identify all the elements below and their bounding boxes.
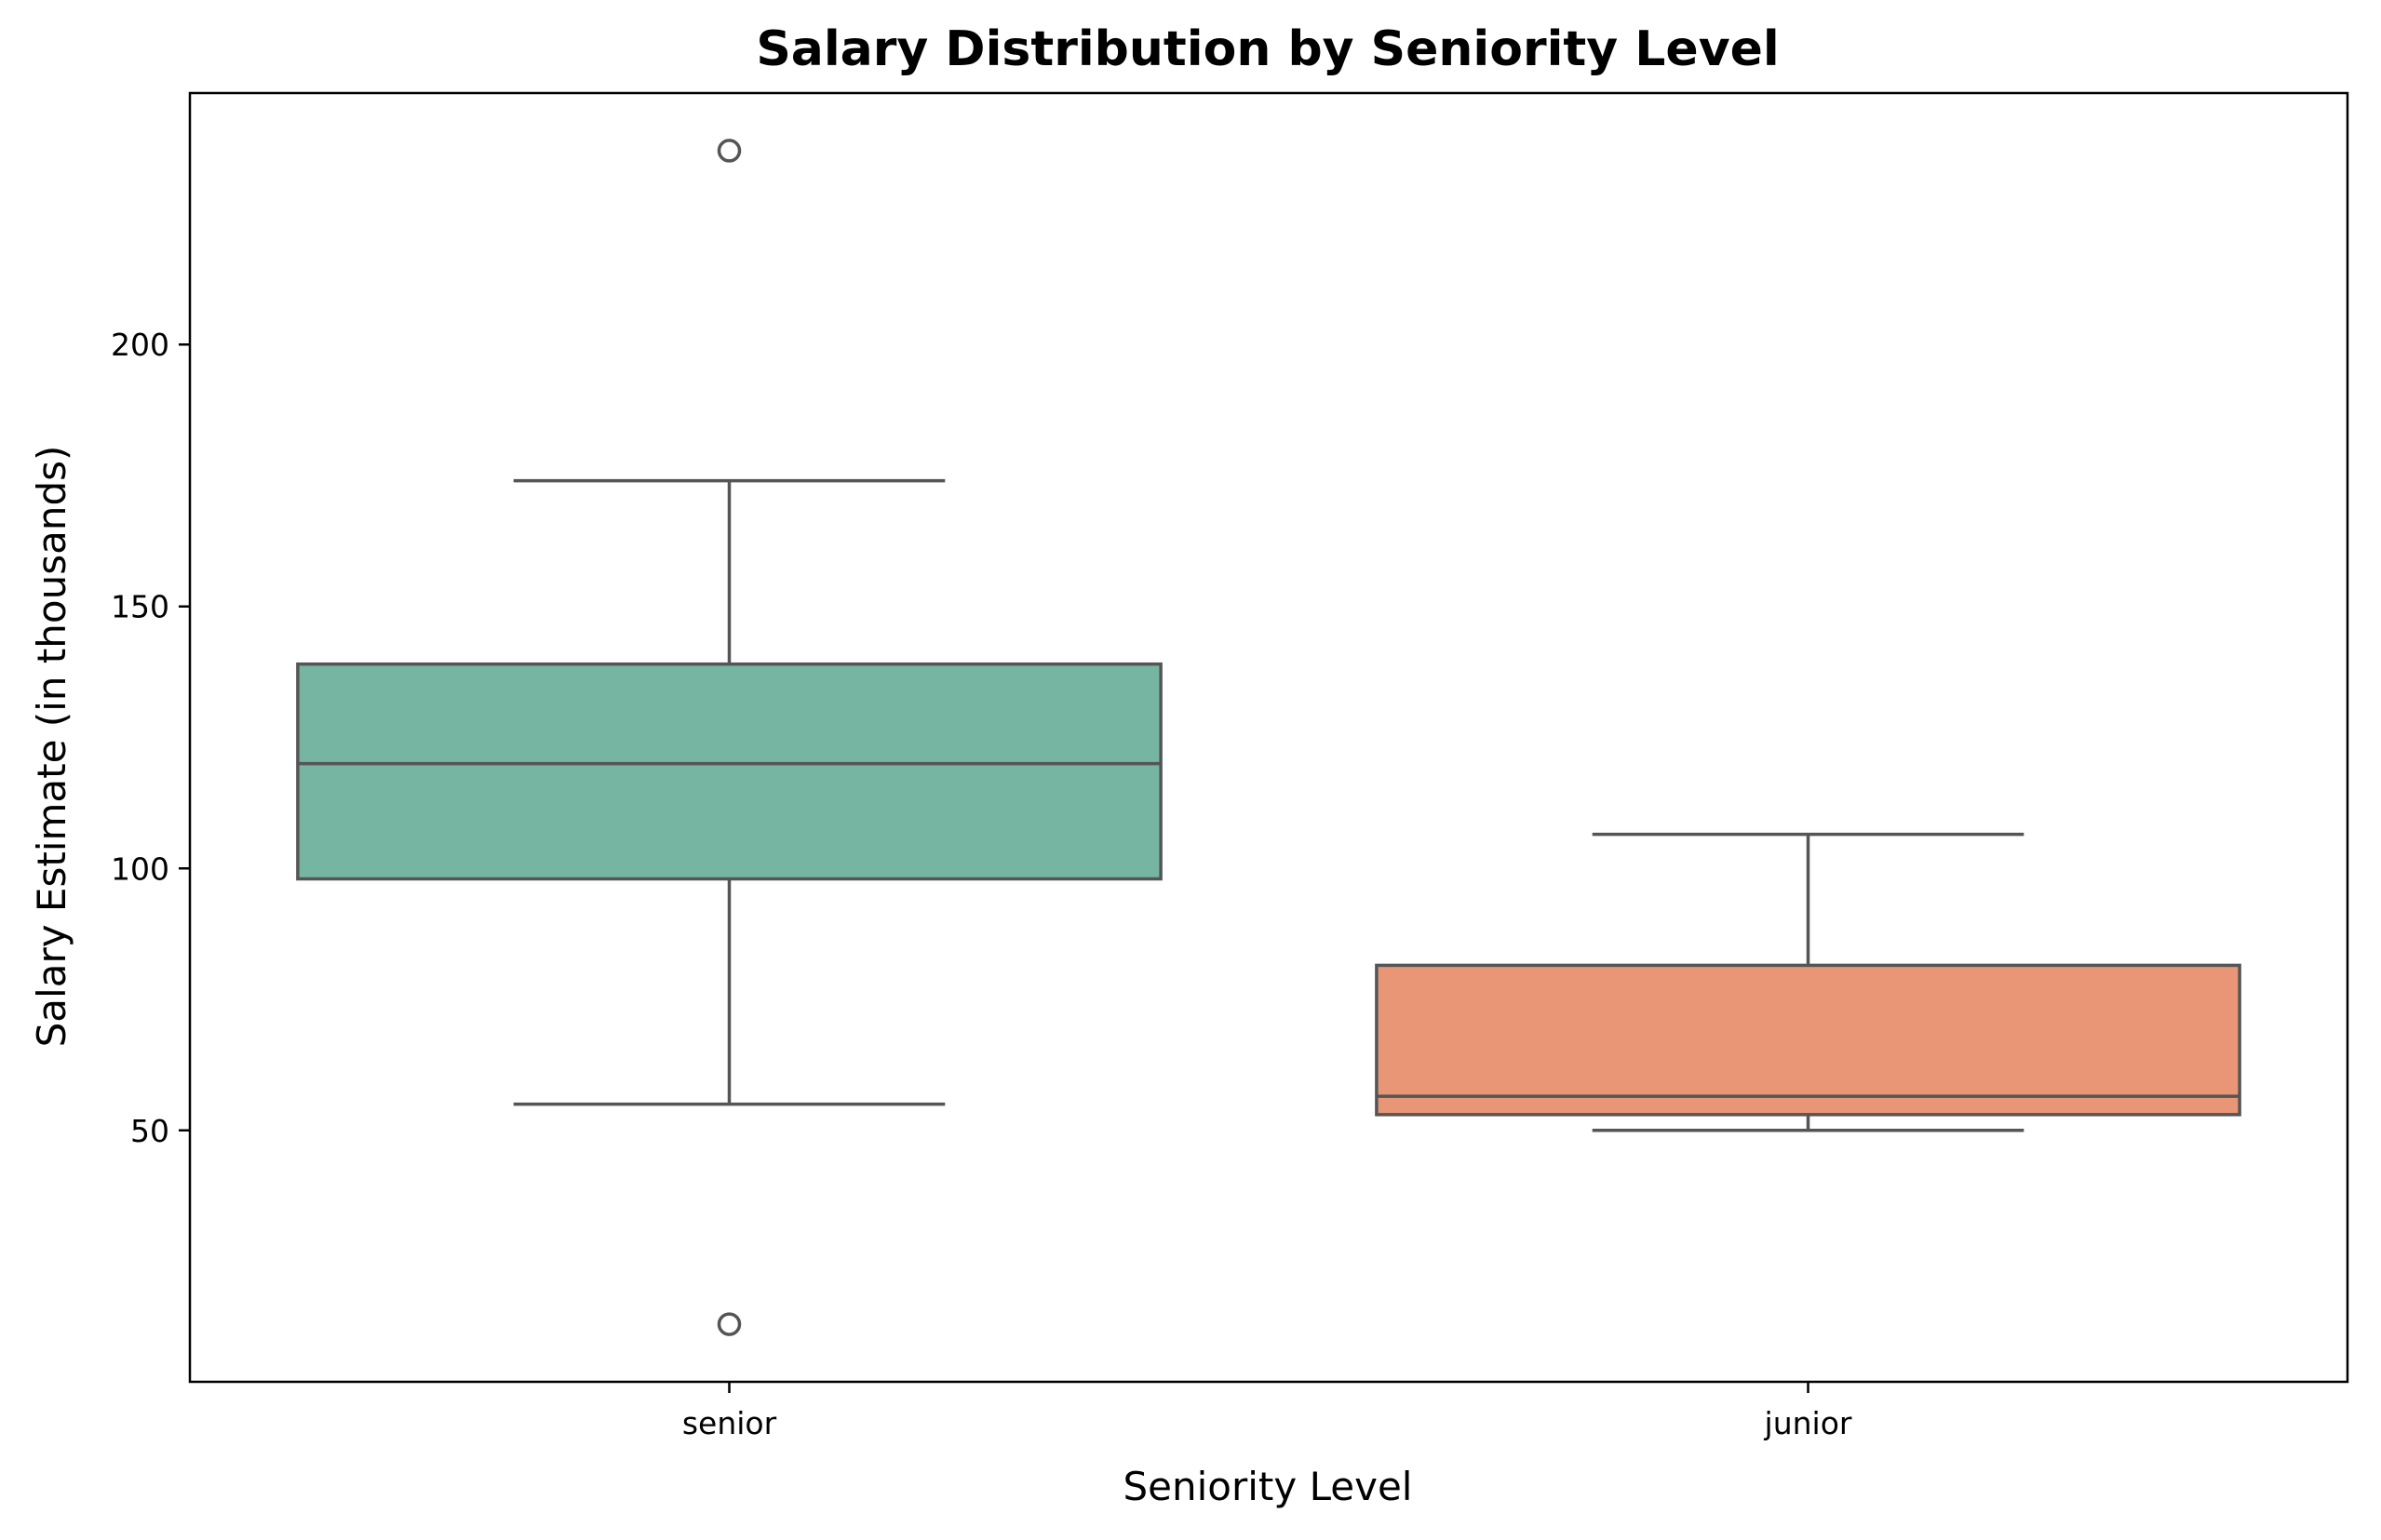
y-tick-label: 100 xyxy=(111,850,169,887)
box-group-senior xyxy=(296,139,1163,1336)
x-axis-label: Seniority Level xyxy=(1123,1464,1413,1509)
x-tick-label: senior xyxy=(682,1405,777,1441)
box-group-junior xyxy=(1375,832,2241,1132)
iqr-box xyxy=(1375,963,2241,1117)
outlier-point xyxy=(717,139,742,163)
x-tick-label: junior xyxy=(1764,1405,1852,1441)
chart-title: Salary Distribution by Seniority Level xyxy=(756,21,1779,77)
y-tick-label: 200 xyxy=(111,327,169,363)
plot-frame xyxy=(188,91,2349,1384)
plot-area: 50 100 150 200 senior junior xyxy=(111,139,2241,1441)
outlier-point xyxy=(717,1312,742,1336)
y-tick-label: 150 xyxy=(111,589,169,625)
y-axis-label: Salary Estimate (in thousands) xyxy=(29,446,74,1048)
iqr-box xyxy=(296,662,1163,881)
y-tick-label: 50 xyxy=(130,1113,169,1149)
